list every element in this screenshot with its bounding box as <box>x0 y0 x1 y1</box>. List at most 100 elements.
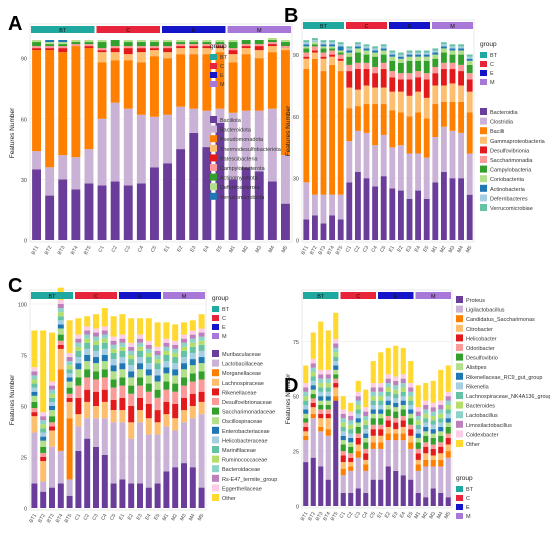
bar-segment <box>415 112 422 154</box>
bar-segment <box>154 322 161 347</box>
bar-segment <box>75 385 82 398</box>
bar-segment <box>370 413 376 419</box>
bar-segment <box>71 189 81 240</box>
bar-segment <box>101 330 108 335</box>
bar-segment <box>458 132 465 179</box>
bar-segment <box>432 52 439 55</box>
bar-segment <box>458 85 465 102</box>
bar-segment <box>75 350 82 358</box>
bar-segment <box>385 420 391 427</box>
bar-segment <box>445 365 451 392</box>
bar-segment <box>303 365 309 384</box>
group-strip <box>346 22 387 29</box>
bar-segment <box>466 79 473 92</box>
group-strip-label: BT <box>320 24 328 30</box>
bar-segment <box>389 54 396 57</box>
bar-segment <box>400 420 406 427</box>
bar-segment <box>372 50 379 53</box>
bar-segment <box>400 400 406 405</box>
bar-segment <box>149 116 159 168</box>
bar-segment <box>355 433 361 438</box>
bar-segment <box>430 407 436 412</box>
bar-segment <box>101 355 108 362</box>
bar-segment <box>363 48 370 51</box>
bar-segment <box>172 391 179 404</box>
bar-segment <box>31 330 38 368</box>
x-tick-label: M1 <box>161 513 170 522</box>
bar-segment <box>163 58 173 115</box>
x-tick-label: E1 <box>118 513 126 521</box>
bar-segment <box>370 435 376 443</box>
bar-segment <box>267 46 277 53</box>
bar-segment <box>154 355 161 360</box>
bar-segment <box>458 101 465 133</box>
bar-segment <box>101 326 108 331</box>
series-legend-label: Bacteroidota <box>220 128 252 134</box>
bar-segment <box>267 44 277 47</box>
bar-segment <box>163 48 173 53</box>
bar-segment <box>449 69 456 84</box>
bar-segment <box>389 77 396 92</box>
bar-segment <box>415 407 421 412</box>
bar-segment <box>45 44 55 47</box>
bar-segment <box>440 172 447 240</box>
series-legend-swatch <box>480 136 487 144</box>
bar-segment <box>406 73 413 80</box>
x-tick-label: M1 <box>430 245 439 254</box>
bar-segment <box>415 411 421 416</box>
bar-segment <box>40 440 47 447</box>
bar-segment <box>84 401 91 419</box>
bar-segment <box>119 369 126 378</box>
series-legend-label: Helicobacter <box>466 336 497 342</box>
bar-segment <box>389 50 396 53</box>
bar-segment <box>346 108 353 142</box>
bar-segment <box>110 483 117 508</box>
bar-segment <box>75 363 82 370</box>
bar-segment <box>329 56 336 65</box>
bar-segment <box>423 459 429 467</box>
bar-segment <box>172 383 179 392</box>
group-strip-label: C <box>356 294 360 300</box>
bar-segment <box>128 350 135 355</box>
group-legend-swatch <box>456 513 463 519</box>
bar-segment <box>393 411 399 419</box>
bar-segment <box>181 334 187 339</box>
series-legend-swatch <box>456 382 463 390</box>
bar-segment <box>380 54 387 63</box>
group-legend-label: E <box>220 73 224 79</box>
bar-segment <box>406 56 413 61</box>
bar-segment <box>380 69 387 88</box>
group-strip-label: E <box>394 294 398 300</box>
bar-segment <box>449 44 456 47</box>
bar-segment <box>145 391 152 404</box>
bar-segment <box>163 342 170 347</box>
bar-segment <box>181 463 187 508</box>
series-legend-swatch <box>480 175 487 183</box>
bar-segment <box>423 79 430 98</box>
bar-segment <box>136 42 146 47</box>
bar-segment <box>241 110 251 168</box>
bar-segment <box>154 483 161 508</box>
bar-segment <box>346 87 353 109</box>
group-legend-title: group <box>212 295 229 302</box>
bar-segment <box>154 410 161 423</box>
group-legend-swatch <box>212 333 219 339</box>
x-tick-label: BT4 <box>70 245 80 256</box>
bar-segment <box>101 334 108 339</box>
bar-segment <box>181 322 187 335</box>
x-tick-label: E3 <box>135 513 143 521</box>
bar-segment <box>415 442 421 449</box>
bar-segment <box>172 348 179 353</box>
bar-segment <box>93 314 99 329</box>
bar-segment <box>415 71 422 78</box>
bar-segment <box>378 479 384 506</box>
bar-segment <box>75 377 82 386</box>
bar-segment <box>340 475 346 493</box>
bar-segment <box>320 40 327 43</box>
bar-segment <box>310 363 316 368</box>
bar-segment <box>445 437 451 445</box>
bar-segment <box>440 48 447 53</box>
bar-segment <box>325 405 331 410</box>
bar-segment <box>408 400 414 405</box>
